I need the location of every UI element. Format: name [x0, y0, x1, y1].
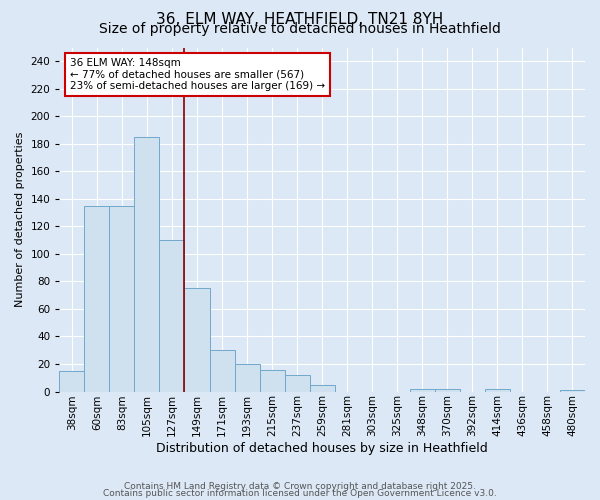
Bar	[310, 384, 335, 392]
X-axis label: Distribution of detached houses by size in Heathfield: Distribution of detached houses by size …	[156, 442, 488, 455]
Y-axis label: Number of detached properties: Number of detached properties	[15, 132, 25, 307]
Bar	[284, 375, 310, 392]
Bar	[85, 206, 109, 392]
Text: Contains HM Land Registry data © Crown copyright and database right 2025.: Contains HM Land Registry data © Crown c…	[124, 482, 476, 491]
Bar	[410, 389, 435, 392]
Bar	[260, 370, 284, 392]
Bar	[485, 389, 510, 392]
Text: 36, ELM WAY, HEATHFIELD, TN21 8YH: 36, ELM WAY, HEATHFIELD, TN21 8YH	[157, 12, 443, 28]
Bar	[209, 350, 235, 392]
Bar	[109, 206, 134, 392]
Bar	[59, 371, 85, 392]
Text: Size of property relative to detached houses in Heathfield: Size of property relative to detached ho…	[99, 22, 501, 36]
Bar	[235, 364, 260, 392]
Text: Contains public sector information licensed under the Open Government Licence v3: Contains public sector information licen…	[103, 488, 497, 498]
Bar	[560, 390, 585, 392]
Bar	[134, 137, 160, 392]
Bar	[184, 288, 209, 392]
Bar	[160, 240, 184, 392]
Bar	[435, 389, 460, 392]
Text: 36 ELM WAY: 148sqm
← 77% of detached houses are smaller (567)
23% of semi-detach: 36 ELM WAY: 148sqm ← 77% of detached hou…	[70, 58, 325, 91]
